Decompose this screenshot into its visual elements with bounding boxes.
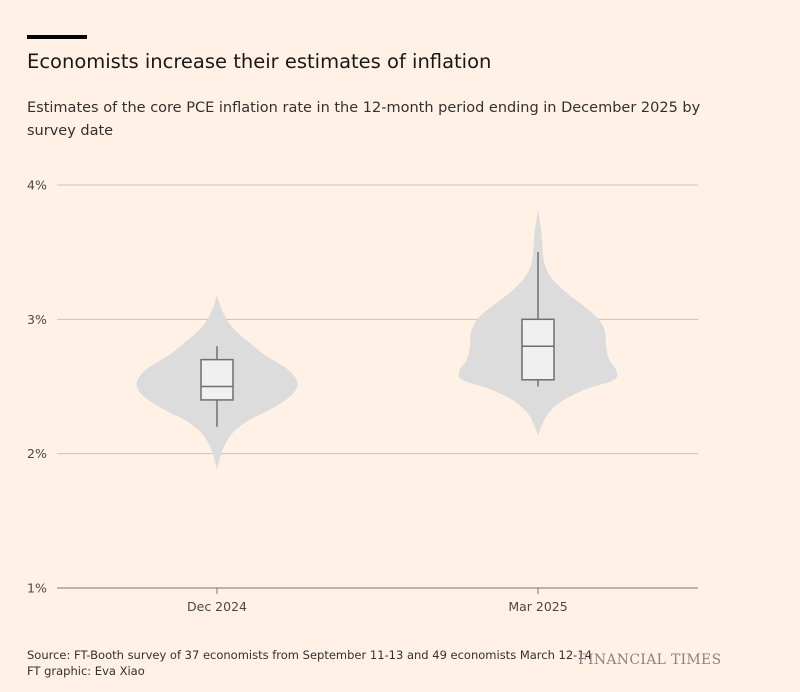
iqr-box — [200, 358, 234, 401]
x-tick-label: Mar 2025 — [508, 599, 567, 614]
violin-chart: 1% 2% 3% 4% Dec 2024 Mar 2025 — [27, 178, 698, 615]
y-tick-label: 2% — [27, 446, 47, 461]
axis-layer: 1% 2% 3% 4% Dec 2024 Mar 2025 — [27, 178, 568, 615]
x-tick-label: Dec 2024 — [187, 599, 247, 614]
chart-footer: Source: FT-Booth survey of 37 economists… — [27, 647, 592, 679]
iqr-box — [521, 318, 555, 381]
ft-brand-logo: FINANCIAL TIMES — [578, 652, 722, 668]
grid-layer — [57, 184, 698, 589]
y-tick-label: 3% — [27, 312, 47, 327]
chart-title: Economists increase their estimates of i… — [27, 50, 492, 73]
y-tick-label: 1% — [27, 581, 47, 596]
source-note: Source: FT-Booth survey of 37 economists… — [27, 648, 592, 662]
box-layer — [200, 252, 555, 427]
graphic-credit: FT graphic: Eva Xiao — [27, 664, 145, 678]
y-tick-label: 4% — [27, 178, 47, 193]
title-accent-rule — [27, 35, 87, 39]
chart-subtitle: Estimates of the core PCE inflation rate… — [27, 100, 701, 139]
